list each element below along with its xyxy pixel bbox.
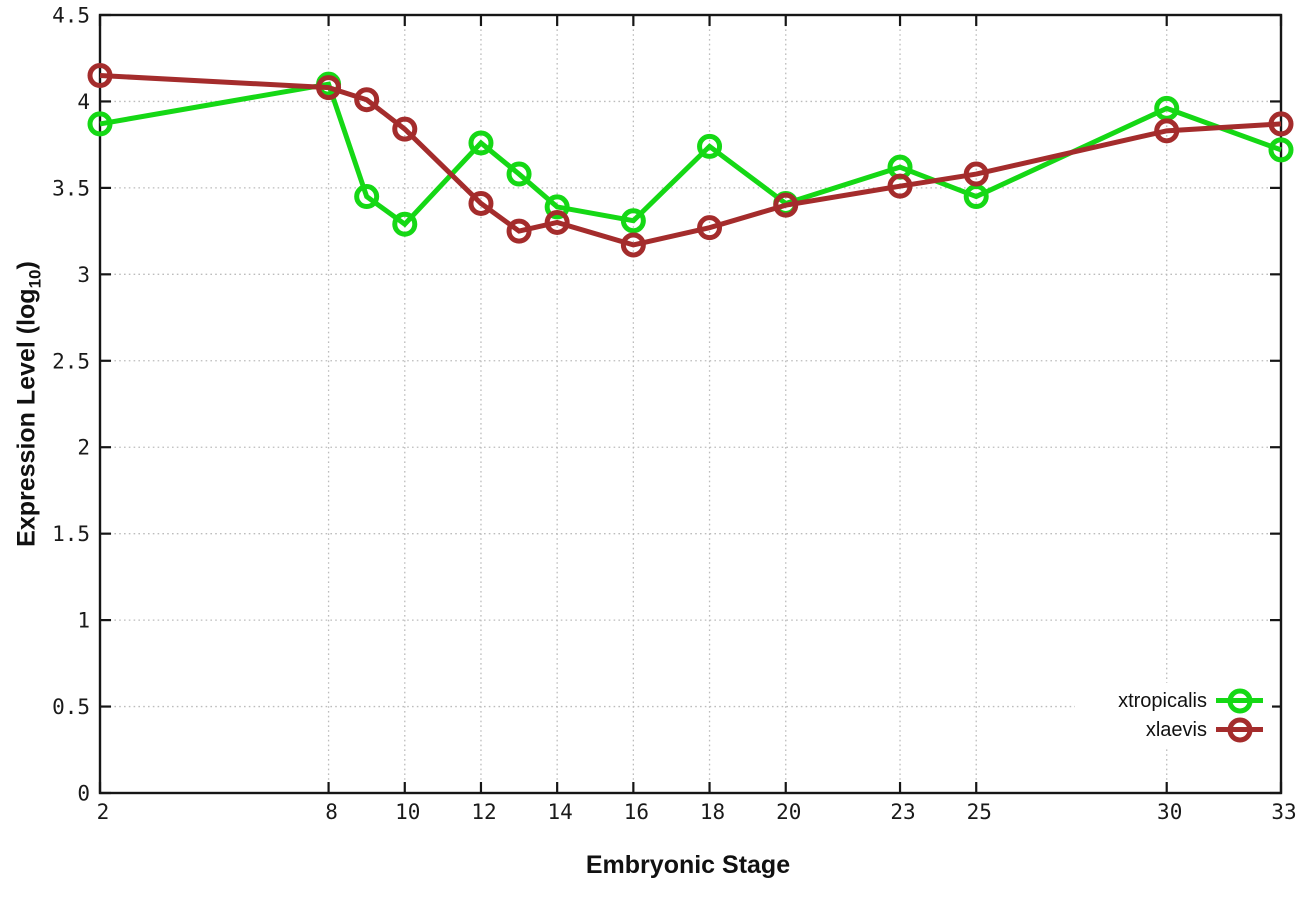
series-line-xtropicalis (99, 81, 1282, 228)
legend-sample-xtropicalis (1216, 688, 1263, 713)
x-axis-title: Embryonic Stage (585, 851, 791, 879)
marker-xlaevis-stage-20 (773, 192, 799, 218)
legend-row-xlaevis: xlaevis (1118, 715, 1263, 744)
marker-xtropicalis-stage-16 (620, 208, 646, 234)
marker-xtropicalis-stage-13 (506, 161, 532, 187)
marker-xlaevis-stage-16 (620, 232, 646, 258)
x-tick-label: 8 (325, 800, 338, 824)
circle-marker-icon (1227, 717, 1252, 742)
legend-sample-xlaevis (1216, 717, 1263, 742)
x-tick-label: 25 (967, 800, 992, 824)
marker-xtropicalis-stage-12 (468, 130, 494, 156)
marker-xtropicalis-stage-14 (544, 194, 570, 220)
plot-border (98, 13, 1283, 795)
y-axis-title: Expression Level (log10) (12, 261, 45, 547)
legend-label-xtropicalis: xtropicalis (1118, 689, 1207, 712)
marker-xtropicalis-stage-10 (392, 211, 418, 237)
x-tick-label: 20 (776, 800, 801, 824)
y-axis-title-suffix: ) (12, 261, 41, 270)
marker-xlaevis-stage-8 (316, 75, 342, 101)
legend: xtropicalis xlaevis (1118, 686, 1263, 744)
y-tick-label: 4 (77, 90, 90, 114)
marker-xlaevis-stage-12 (468, 190, 494, 216)
marker-xlaevis-stage-14 (544, 209, 570, 235)
marker-xlaevis-stage-10 (392, 116, 418, 142)
x-tick-label: 33 (1271, 800, 1296, 824)
y-tick-label: 1 (77, 609, 90, 633)
marker-xtropicalis-stage-33 (1268, 137, 1294, 163)
x-tick-label: 2 (97, 800, 110, 824)
y-tick-label: 1.5 (52, 522, 90, 546)
x-tick-label: 10 (395, 800, 420, 824)
y-tick-label: 2 (77, 436, 90, 460)
marker-xtropicalis-stage-2 (87, 111, 113, 137)
y-tick-label: 0 (77, 782, 90, 806)
x-tick-label: 18 (700, 800, 725, 824)
y-tick-label: 3.5 (52, 176, 90, 200)
y-tick-label: 4.5 (52, 4, 90, 28)
x-tick-label: 16 (624, 800, 649, 824)
marker-xtropicalis-stage-18 (697, 133, 723, 159)
marker-xlaevis-stage-33 (1268, 111, 1294, 137)
x-tick-label: 23 (890, 800, 915, 824)
marker-xlaevis-stage-25 (963, 161, 989, 187)
marker-xlaevis-stage-13 (506, 218, 532, 244)
x-tick-label: 30 (1157, 800, 1182, 824)
y-tick-label: 0.5 (52, 695, 90, 719)
marker-xlaevis-stage-30 (1154, 118, 1180, 144)
marker-xlaevis-stage-2 (87, 63, 113, 89)
marker-xlaevis-stage-23 (887, 173, 913, 199)
legend-label-xlaevis: xlaevis (1145, 718, 1207, 741)
marker-xtropicalis-stage-9 (354, 184, 380, 210)
marker-xlaevis-stage-9 (354, 87, 380, 113)
x-tick-label: 14 (548, 800, 573, 824)
x-tick-label: 12 (471, 800, 496, 824)
y-axis-title-subscript: 10 (25, 269, 45, 289)
circle-marker-icon (1227, 688, 1252, 713)
y-axis-title-text: Expression Level (log (12, 288, 41, 547)
y-tick-label: 2.5 (52, 349, 90, 373)
y-tick-label: 3 (77, 263, 90, 287)
legend-row-xtropicalis: xtropicalis (1118, 686, 1263, 715)
marker-xlaevis-stage-18 (697, 215, 723, 241)
